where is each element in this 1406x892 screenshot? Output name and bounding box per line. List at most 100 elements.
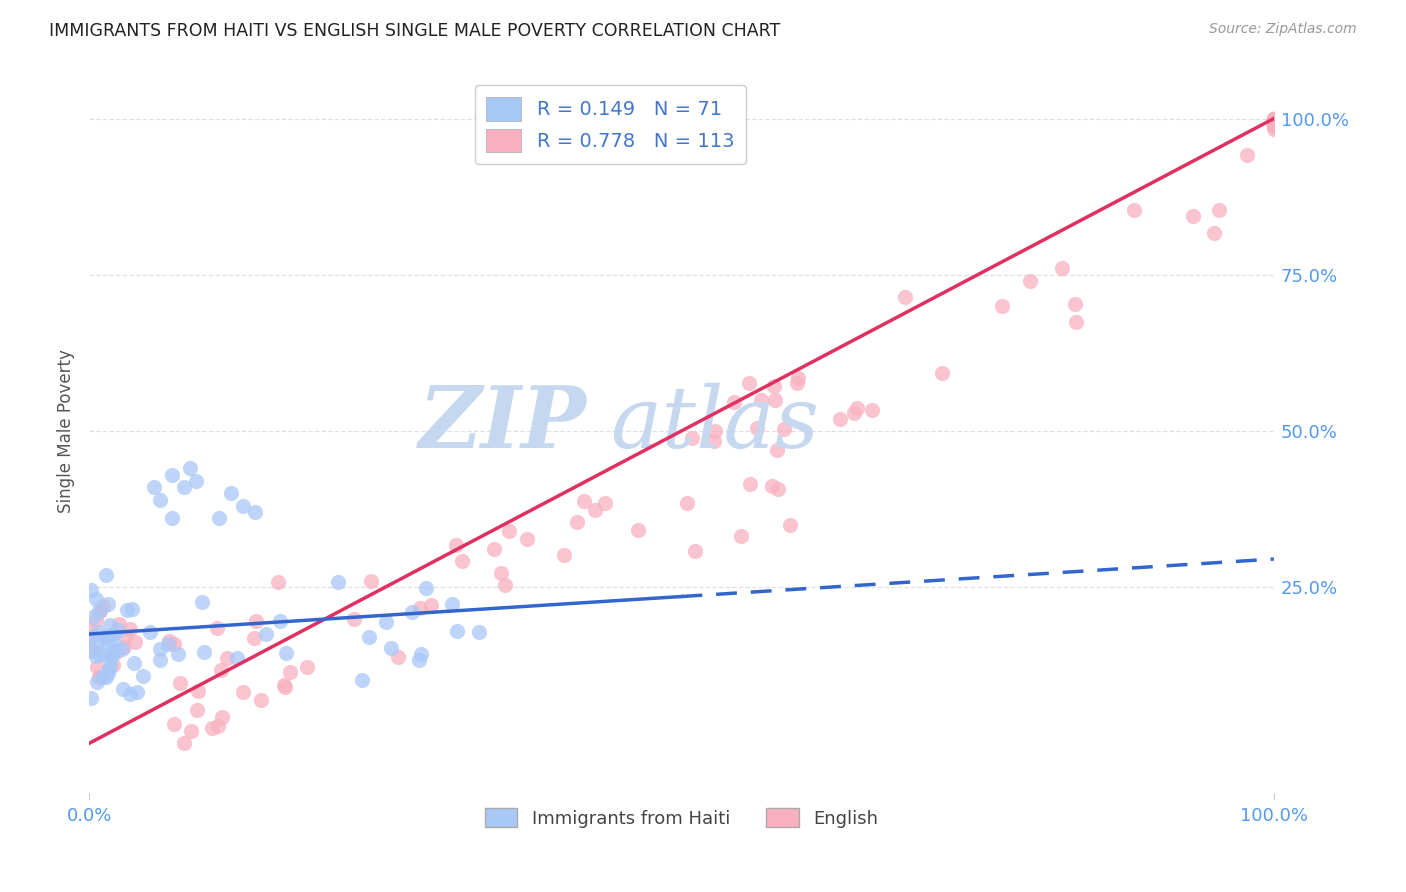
Point	[595, 496, 617, 510]
Point	[450, 554, 472, 568]
Point	[295, 660, 318, 674]
Point	[249, 693, 271, 707]
Point	[107, 623, 129, 637]
Point	[1263, 113, 1285, 128]
Point	[205, 621, 228, 635]
Point	[786, 376, 808, 391]
Point	[207, 719, 229, 733]
Point	[84, 644, 107, 658]
Point	[91, 647, 114, 661]
Point	[111, 642, 134, 657]
Point	[82, 609, 104, 624]
Point	[115, 603, 138, 617]
Point	[226, 651, 249, 665]
Point	[1263, 112, 1285, 126]
Point	[89, 670, 111, 684]
Point	[1263, 119, 1285, 133]
Point	[723, 394, 745, 409]
Point	[121, 602, 143, 616]
Point	[149, 641, 172, 656]
Point	[98, 618, 121, 632]
Point	[387, 649, 409, 664]
Point	[273, 678, 295, 692]
Text: Source: ZipAtlas.com: Source: ZipAtlas.com	[1209, 22, 1357, 37]
Point	[1263, 112, 1285, 126]
Point	[84, 591, 107, 606]
Point	[738, 376, 761, 390]
Point	[96, 633, 118, 648]
Point	[100, 648, 122, 663]
Point	[360, 574, 382, 588]
Point	[1263, 113, 1285, 128]
Point	[167, 647, 190, 661]
Point	[1064, 297, 1087, 311]
Point	[446, 624, 468, 639]
Point	[79, 633, 101, 648]
Point	[786, 371, 808, 385]
Point	[97, 665, 120, 680]
Point	[98, 662, 121, 676]
Point	[219, 486, 242, 500]
Point	[209, 663, 232, 677]
Point	[1263, 118, 1285, 132]
Point	[91, 669, 114, 683]
Point	[173, 736, 195, 750]
Point	[444, 538, 467, 552]
Point	[553, 548, 575, 562]
Point	[179, 461, 201, 475]
Point	[169, 676, 191, 690]
Point	[80, 691, 103, 706]
Text: atlas: atlas	[610, 383, 820, 465]
Point	[101, 648, 124, 662]
Y-axis label: Single Male Poverty: Single Male Poverty	[58, 349, 75, 513]
Point	[217, 650, 239, 665]
Point	[191, 595, 214, 609]
Point	[683, 544, 706, 558]
Point	[893, 290, 915, 304]
Point	[498, 524, 520, 538]
Point	[108, 617, 131, 632]
Point	[201, 721, 224, 735]
Point	[103, 657, 125, 672]
Point	[103, 637, 125, 651]
Point	[766, 482, 789, 496]
Point	[931, 366, 953, 380]
Point	[1236, 148, 1258, 162]
Point	[157, 633, 180, 648]
Point	[738, 477, 761, 491]
Point	[124, 635, 146, 649]
Point	[773, 422, 796, 436]
Point	[89, 604, 111, 618]
Text: IMMIGRANTS FROM HAITI VS ENGLISH SINGLE MALE POVERTY CORRELATION CHART: IMMIGRANTS FROM HAITI VS ENGLISH SINGLE …	[49, 22, 780, 40]
Point	[565, 516, 588, 530]
Point	[1263, 112, 1285, 126]
Point	[163, 637, 186, 651]
Point	[409, 600, 432, 615]
Point	[266, 575, 288, 590]
Point	[1263, 118, 1285, 132]
Point	[763, 379, 786, 393]
Point	[1263, 122, 1285, 136]
Point	[143, 480, 166, 494]
Point	[269, 615, 291, 629]
Point	[120, 687, 142, 701]
Point	[122, 656, 145, 670]
Point	[1123, 202, 1146, 217]
Point	[96, 670, 118, 684]
Point	[489, 566, 512, 580]
Point	[114, 640, 136, 654]
Legend: Immigrants from Haiti, English: Immigrants from Haiti, English	[478, 801, 886, 835]
Point	[779, 517, 801, 532]
Point	[357, 630, 380, 644]
Point	[467, 624, 489, 639]
Point	[745, 421, 768, 435]
Point	[187, 683, 209, 698]
Point	[232, 685, 254, 699]
Point	[173, 480, 195, 494]
Point	[401, 605, 423, 619]
Point	[79, 642, 101, 657]
Point	[409, 647, 432, 661]
Point	[186, 703, 208, 717]
Point	[86, 675, 108, 690]
Point	[98, 658, 121, 673]
